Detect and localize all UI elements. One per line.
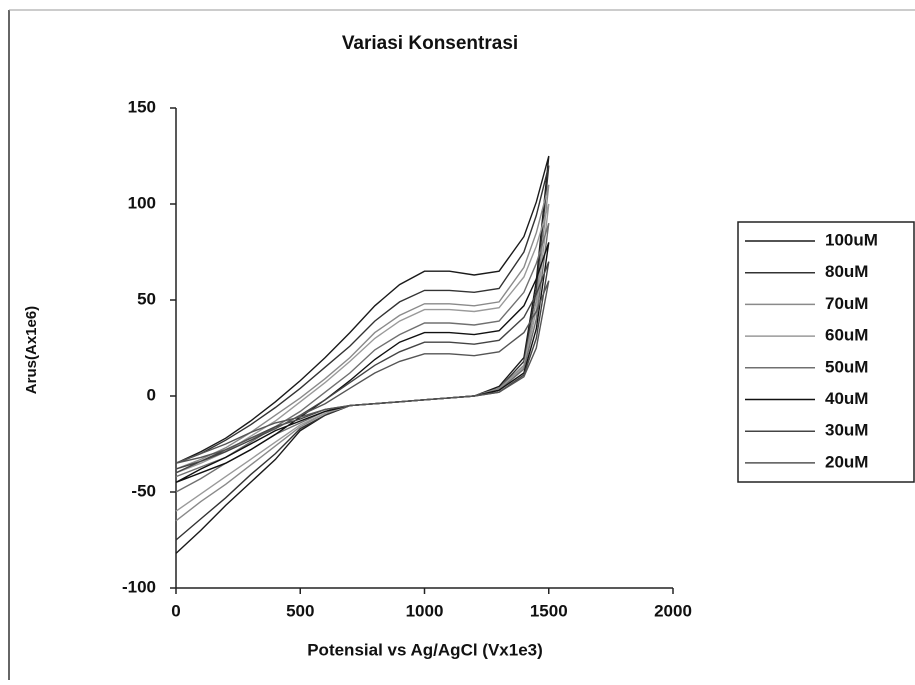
- legend-label: 70uM: [825, 294, 868, 313]
- data-line: [175, 280, 550, 464]
- data-line: [175, 261, 550, 474]
- legend-label: 60uM: [825, 326, 868, 345]
- legend-box: [737, 221, 915, 483]
- data-line: [175, 165, 550, 541]
- legend-label: 20uM: [825, 452, 868, 471]
- chart-title: Variasi Konsentrasi: [342, 33, 518, 54]
- legend-label: 100uM: [825, 230, 878, 249]
- x-tick-label: 500: [286, 601, 314, 620]
- data-line: [175, 184, 550, 522]
- y-tick-label: 150: [128, 97, 156, 116]
- y-tick-label: -50: [131, 481, 156, 500]
- x-axis-label: Potensial vs Ag/AgCl (Vx1e3): [307, 640, 543, 659]
- y-tick-label: 50: [137, 289, 156, 308]
- legend-label: 50uM: [825, 357, 868, 376]
- legend-label: 40uM: [825, 389, 868, 408]
- y-tick-label: 0: [147, 385, 156, 404]
- legend-label: 80uM: [825, 262, 868, 281]
- x-tick-label: 2000: [654, 601, 692, 620]
- y-tick-label: -100: [122, 577, 156, 596]
- x-tick-label: 1500: [530, 601, 568, 620]
- y-axis-label: Arus(Ax1e6): [23, 306, 40, 394]
- data-line: [175, 222, 550, 493]
- x-tick-label: 0: [171, 601, 180, 620]
- y-tick-label: 100: [128, 193, 156, 212]
- x-tick-label: 1000: [406, 601, 444, 620]
- data-line: [175, 155, 550, 554]
- data-line: [175, 203, 550, 512]
- legend-label: 30uM: [825, 421, 868, 440]
